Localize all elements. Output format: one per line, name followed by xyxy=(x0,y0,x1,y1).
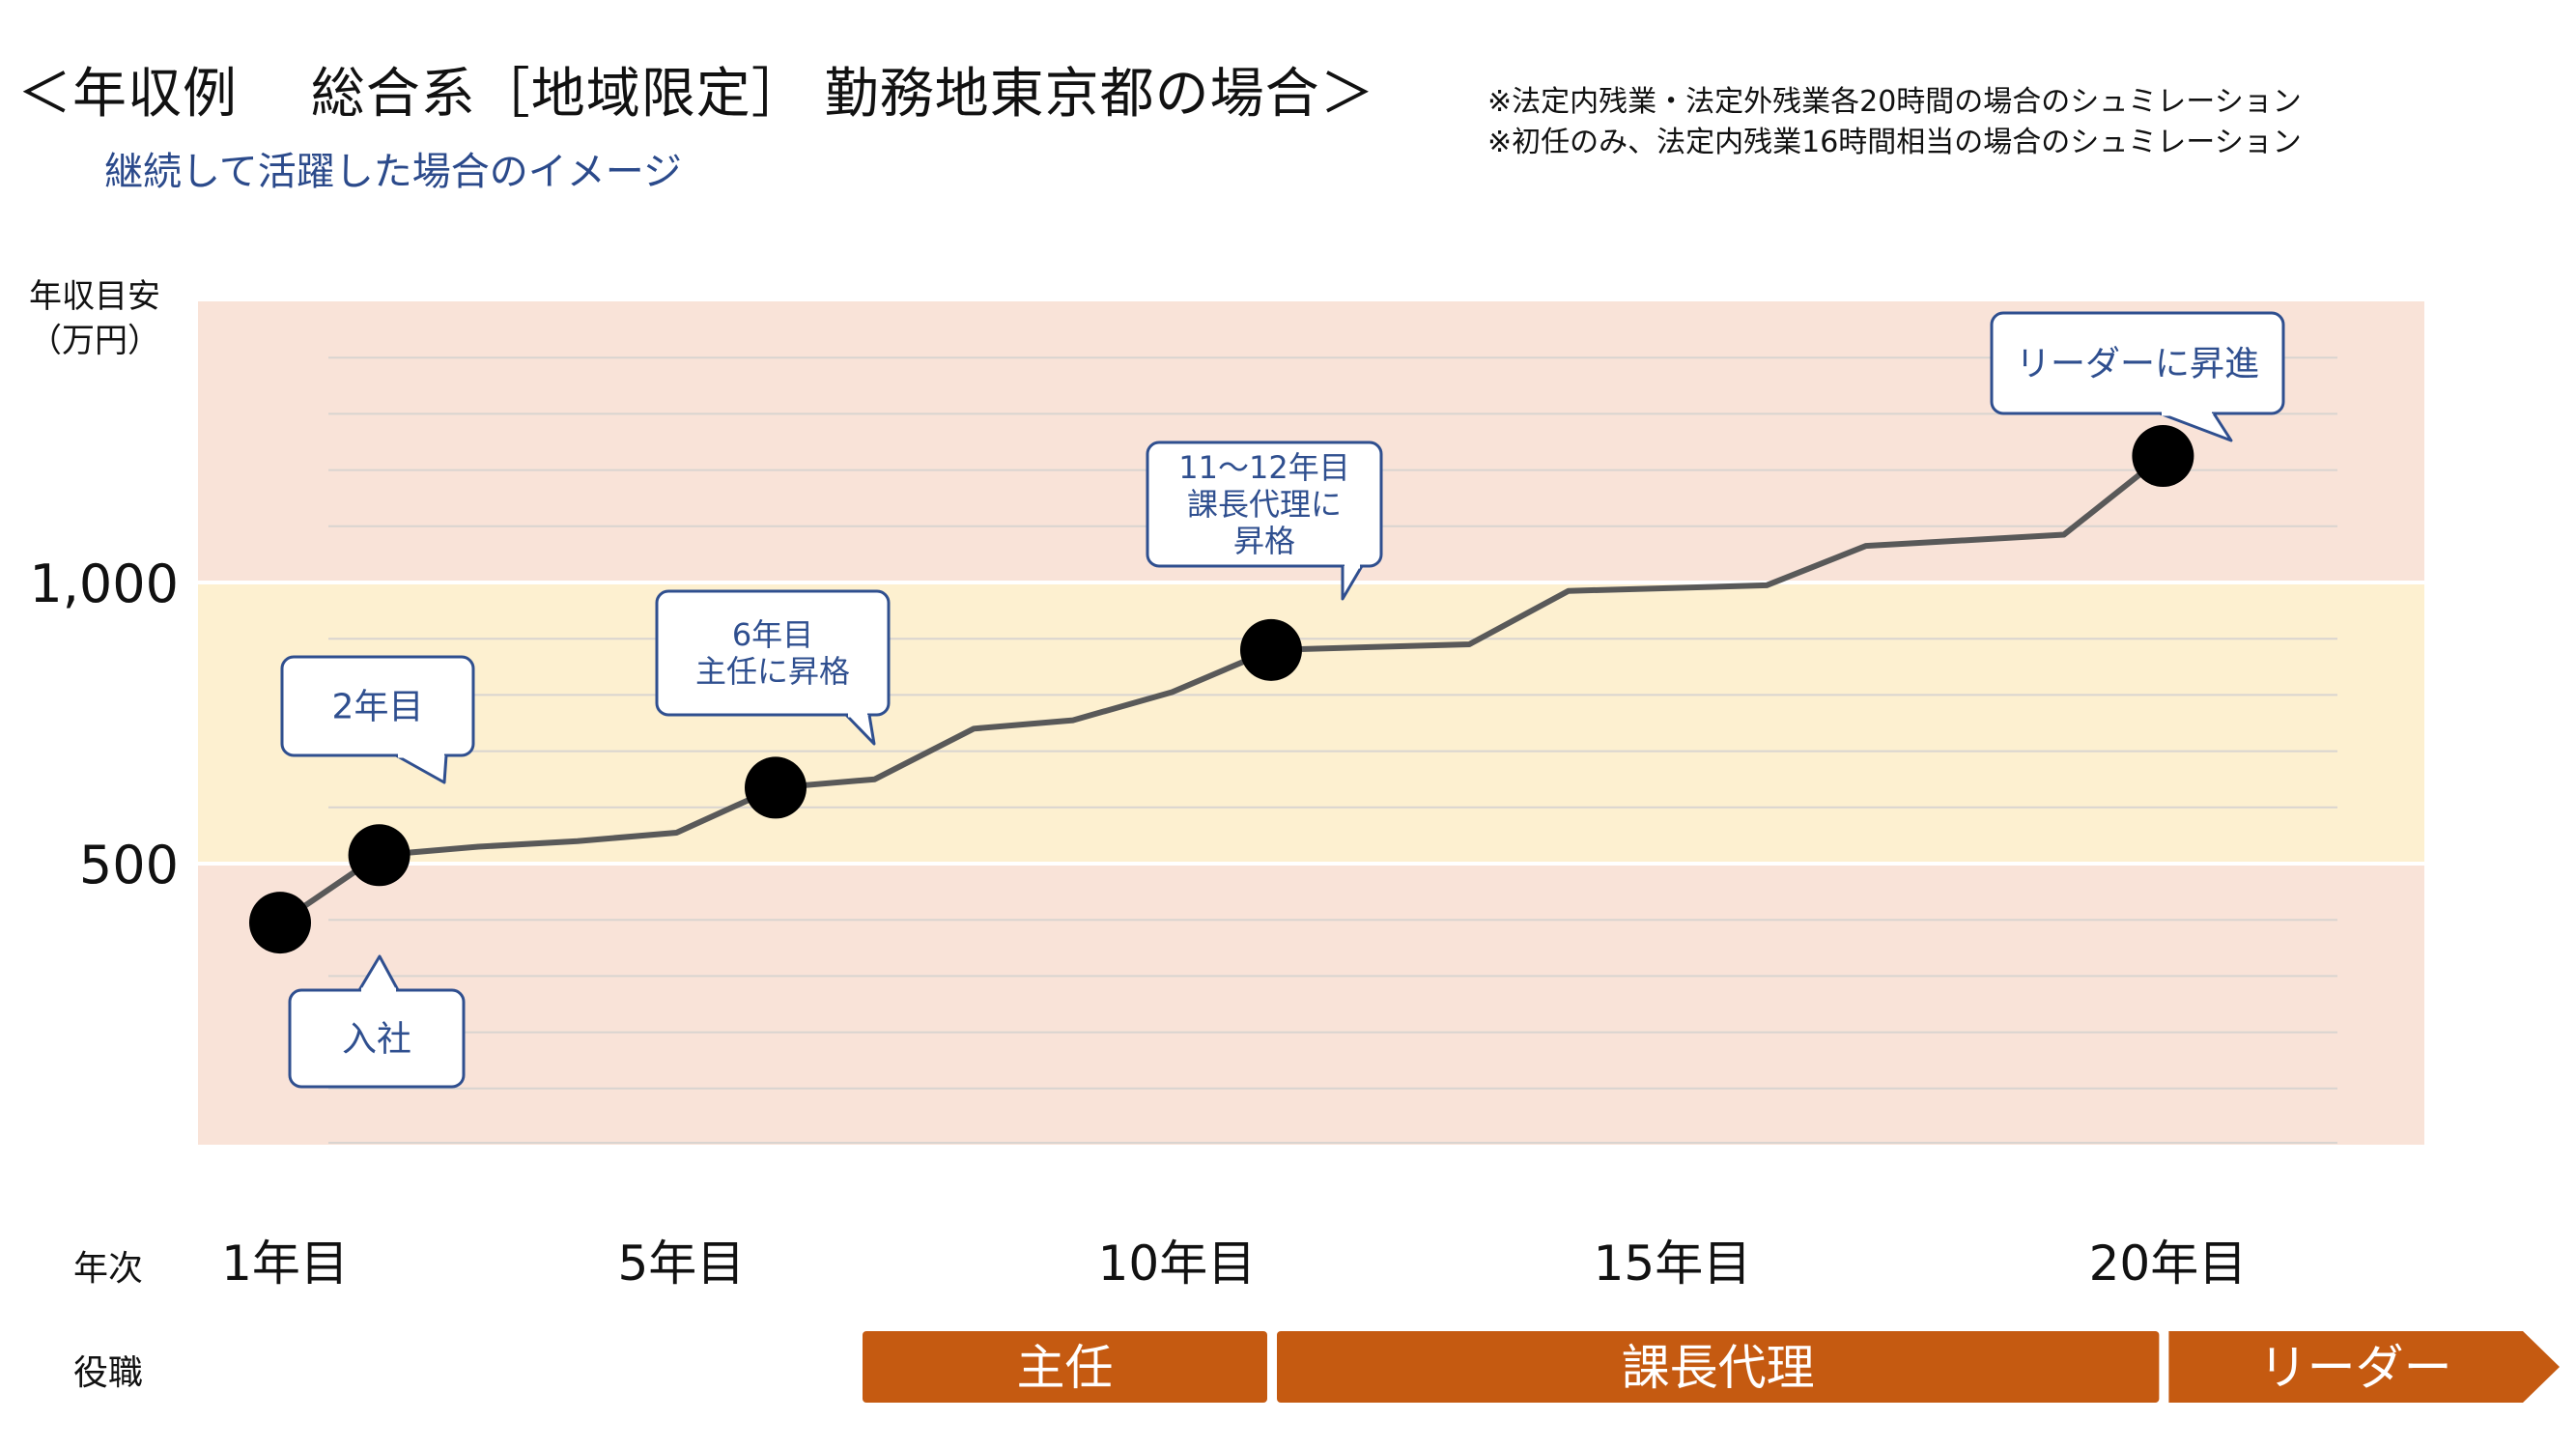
callout-1: 2年目 xyxy=(280,655,475,784)
x-tick-label: 15年目 xyxy=(1594,1236,1752,1292)
band-0 xyxy=(198,864,2424,1145)
callout-box xyxy=(1990,311,2285,415)
row-label-role: 役職 xyxy=(73,1353,143,1393)
callout-0: 入社 xyxy=(288,954,466,1089)
row-label-year: 年次 xyxy=(73,1249,143,1289)
callout-box xyxy=(1146,440,1383,568)
page-subtitle: 継続して活躍した場合のイメージ xyxy=(104,150,682,194)
role-bar: 主任 課長代理 リーダー xyxy=(863,1331,2560,1403)
role-bar-block xyxy=(863,1331,1267,1403)
y-axis-ticks: 500 1,000 xyxy=(29,554,179,895)
band-1 xyxy=(198,582,2424,864)
x-axis-ticks: 1年目 5年目 10年目 15年目 20年目 xyxy=(221,1236,2247,1292)
y-axis-label-line2: （万円） xyxy=(29,322,160,360)
milestone-point xyxy=(348,824,410,887)
x-tick-label: 5年目 xyxy=(617,1236,745,1292)
callout-text: 入社 xyxy=(342,1020,411,1060)
callout-text: 課長代理に xyxy=(1187,486,1342,523)
role-label: 主任 xyxy=(1017,1340,1114,1396)
milestone-markers xyxy=(249,425,2194,954)
callout-text: 2年目 xyxy=(332,688,424,727)
callout-box xyxy=(655,589,891,717)
y-tick-label: 500 xyxy=(79,835,179,895)
callout-text: 11～12年目 xyxy=(1178,449,1349,486)
callout-text: 6年目 xyxy=(732,616,813,653)
callout-text: 昇格 xyxy=(1233,523,1295,559)
callout-box xyxy=(280,655,475,757)
footnote-first-year: ※初任のみ、法定内残業16時間相当の場合のシュミレーション xyxy=(1487,126,2302,159)
callout-tail xyxy=(2159,412,2233,442)
role-label: リーダー xyxy=(2259,1340,2452,1396)
x-tick-label: 10年目 xyxy=(1098,1236,1257,1292)
role-bar-block xyxy=(1277,1331,2160,1403)
series-line-0 xyxy=(278,453,2166,925)
role-bar-arrow xyxy=(2168,1331,2560,1403)
callout-tail xyxy=(1341,565,1364,601)
role-segment-1: 課長代理 xyxy=(1277,1331,2160,1403)
callout-tail xyxy=(844,713,876,746)
salary-line xyxy=(278,453,2166,925)
milestone-point xyxy=(745,756,807,819)
callout-tail xyxy=(395,753,448,784)
milestone-point xyxy=(2132,425,2194,488)
callout-text: 主任に昇格 xyxy=(695,653,850,690)
x-tick-label: 1年目 xyxy=(221,1236,349,1292)
x-tick-label: 20年目 xyxy=(2089,1236,2248,1292)
milestone-point xyxy=(1240,618,1302,681)
role-segment-0: 主任 xyxy=(863,1331,1267,1403)
role-segment-2: リーダー xyxy=(2168,1331,2560,1403)
footnote-overtime: ※法定内残業・法定外残業各20時間の場合のシュミレーション xyxy=(1487,85,2302,119)
page-title: ＜年収例 総合系［地域限定］ 勤務地東京都の場合＞ xyxy=(17,63,1375,126)
chart-bands xyxy=(198,301,2424,1145)
milestone-point xyxy=(249,892,311,954)
y-axis-label: 年収目安 （万円） xyxy=(29,274,160,363)
y-tick-label: 1,000 xyxy=(29,554,179,614)
callout-4: リーダーに昇進 xyxy=(1990,311,2285,442)
y-axis-label-line1: 年収目安 xyxy=(29,277,160,316)
callout-tail xyxy=(357,954,400,991)
callout-text: リーダーに昇進 xyxy=(2016,345,2259,384)
role-label: 課長代理 xyxy=(1622,1340,1815,1396)
